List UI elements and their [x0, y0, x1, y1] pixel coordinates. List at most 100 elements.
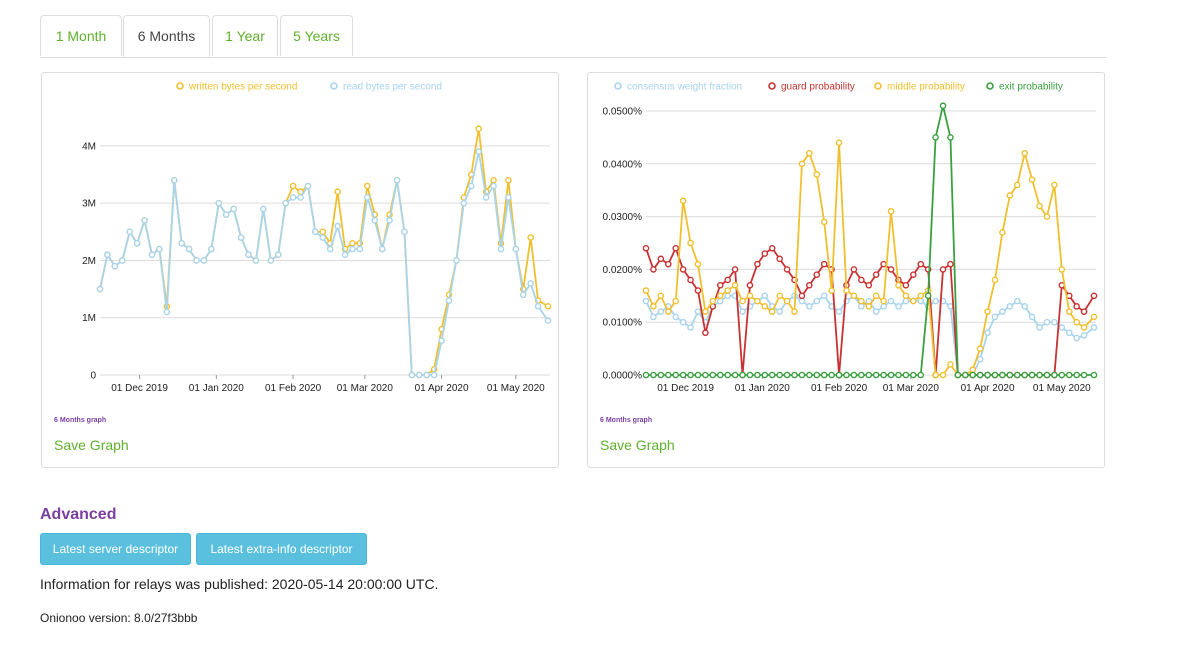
data-point [895, 371, 902, 379]
data-point [865, 303, 873, 310]
data-point [1090, 313, 1098, 321]
data-point [1043, 318, 1051, 326]
data-point [976, 371, 984, 379]
data-point [1006, 303, 1014, 310]
data-point [237, 234, 245, 241]
data-point [415, 371, 423, 379]
data-point [657, 292, 665, 300]
data-point [813, 271, 821, 278]
data-point [843, 371, 850, 379]
data-point [984, 329, 991, 337]
y-tick-label: 0.0400% [603, 159, 643, 170]
y-tick-label: 0.0200% [603, 265, 643, 276]
data-point [267, 257, 275, 264]
data-point [716, 297, 724, 305]
data-point [902, 371, 910, 379]
data-point [791, 308, 798, 315]
data-point [356, 245, 364, 253]
y-tick-label: 2M [82, 256, 96, 267]
tab-1-year[interactable]: 1 Year [212, 15, 278, 56]
data-point [1080, 371, 1088, 379]
save-graph-link[interactable]: Save Graph [600, 437, 675, 453]
data-point [731, 281, 739, 289]
data-point [702, 308, 709, 315]
data-point [798, 371, 806, 379]
data-point [865, 371, 873, 379]
tab-6-months[interactable]: 6 Months [123, 15, 210, 57]
data-point [813, 297, 821, 305]
data-point [850, 266, 858, 273]
data-point [1021, 149, 1028, 157]
guard-probability-line [645, 245, 1095, 376]
latest-extra-info-descriptor-button[interactable]: Latest extra-info descriptor [196, 533, 367, 565]
data-point [746, 292, 754, 300]
bandwidth-graph-panel: 0 1M 2M 3M 4M 01 Dec 2019 01 Jan 2020 01 Feb 20… [41, 72, 559, 468]
data-point [754, 297, 761, 305]
data-point [475, 148, 482, 155]
data-point [791, 371, 798, 379]
x-tick-label: 01 May 2020 [487, 383, 545, 394]
data-point [1058, 324, 1066, 331]
data-point [694, 371, 702, 379]
data-point [739, 308, 746, 315]
data-point [724, 371, 731, 379]
data-point [902, 292, 910, 300]
tab-1-month[interactable]: 1 Month [40, 15, 122, 56]
y-tick-label: 1M [82, 313, 96, 324]
legend-label: middle probability [887, 82, 965, 93]
data-point [1013, 181, 1021, 189]
data-point [126, 228, 134, 236]
data-point [1036, 324, 1043, 331]
data-point [1090, 324, 1098, 331]
data-point [156, 245, 163, 253]
data-point [932, 371, 939, 379]
data-point [453, 257, 460, 264]
data-point [858, 303, 865, 310]
data-point [185, 245, 193, 253]
data-point [1080, 332, 1088, 339]
data-point [999, 308, 1006, 315]
data-point [289, 194, 297, 201]
data-point [672, 313, 680, 321]
data-point [768, 308, 776, 315]
latest-server-descriptor-button[interactable]: Latest server descriptor [40, 533, 191, 565]
data-point [969, 371, 977, 379]
data-point [170, 176, 178, 184]
data-point [835, 139, 843, 146]
data-point [813, 371, 821, 379]
y-tick-label: 0.0500% [603, 107, 643, 118]
data-point [1065, 308, 1073, 315]
data-point [252, 257, 260, 264]
data-point [865, 281, 873, 289]
weights-chart: 0.0000% 0.0100% 0.0200% 0.0300% 0.0400% 0.050… [603, 82, 1098, 394]
legend-marker [614, 82, 622, 90]
x-tick-label: 01 Dec 2019 [111, 383, 168, 394]
data-point [783, 297, 791, 305]
data-point [215, 199, 223, 207]
data-point [739, 371, 746, 379]
data-point [999, 229, 1006, 236]
data-point [887, 208, 895, 215]
data-point [776, 371, 783, 379]
data-point [1006, 192, 1014, 199]
legend-marker [768, 82, 776, 90]
graph-caption: 6 Months graph [54, 417, 107, 424]
data-point [1028, 313, 1036, 321]
save-graph-link[interactable]: Save Graph [54, 437, 129, 453]
legend-label: read bytes per second [343, 82, 442, 93]
data-point [702, 371, 709, 379]
data-point [650, 371, 657, 379]
data-point [702, 329, 709, 337]
data-point [141, 217, 148, 224]
data-point [312, 228, 319, 236]
data-point [519, 291, 527, 299]
data-point [724, 276, 731, 284]
data-point [1065, 329, 1073, 337]
data-point [924, 292, 932, 300]
data-point [783, 266, 791, 273]
data-point [1051, 181, 1058, 189]
tab-5-years[interactable]: 5 Years [280, 15, 353, 56]
data-point [393, 176, 401, 184]
written-bytes-per-second-series [96, 125, 552, 379]
weights-graph-panel: 0.0000% 0.0100% 0.0200% 0.0300% 0.0400% 0.050… [587, 72, 1105, 468]
